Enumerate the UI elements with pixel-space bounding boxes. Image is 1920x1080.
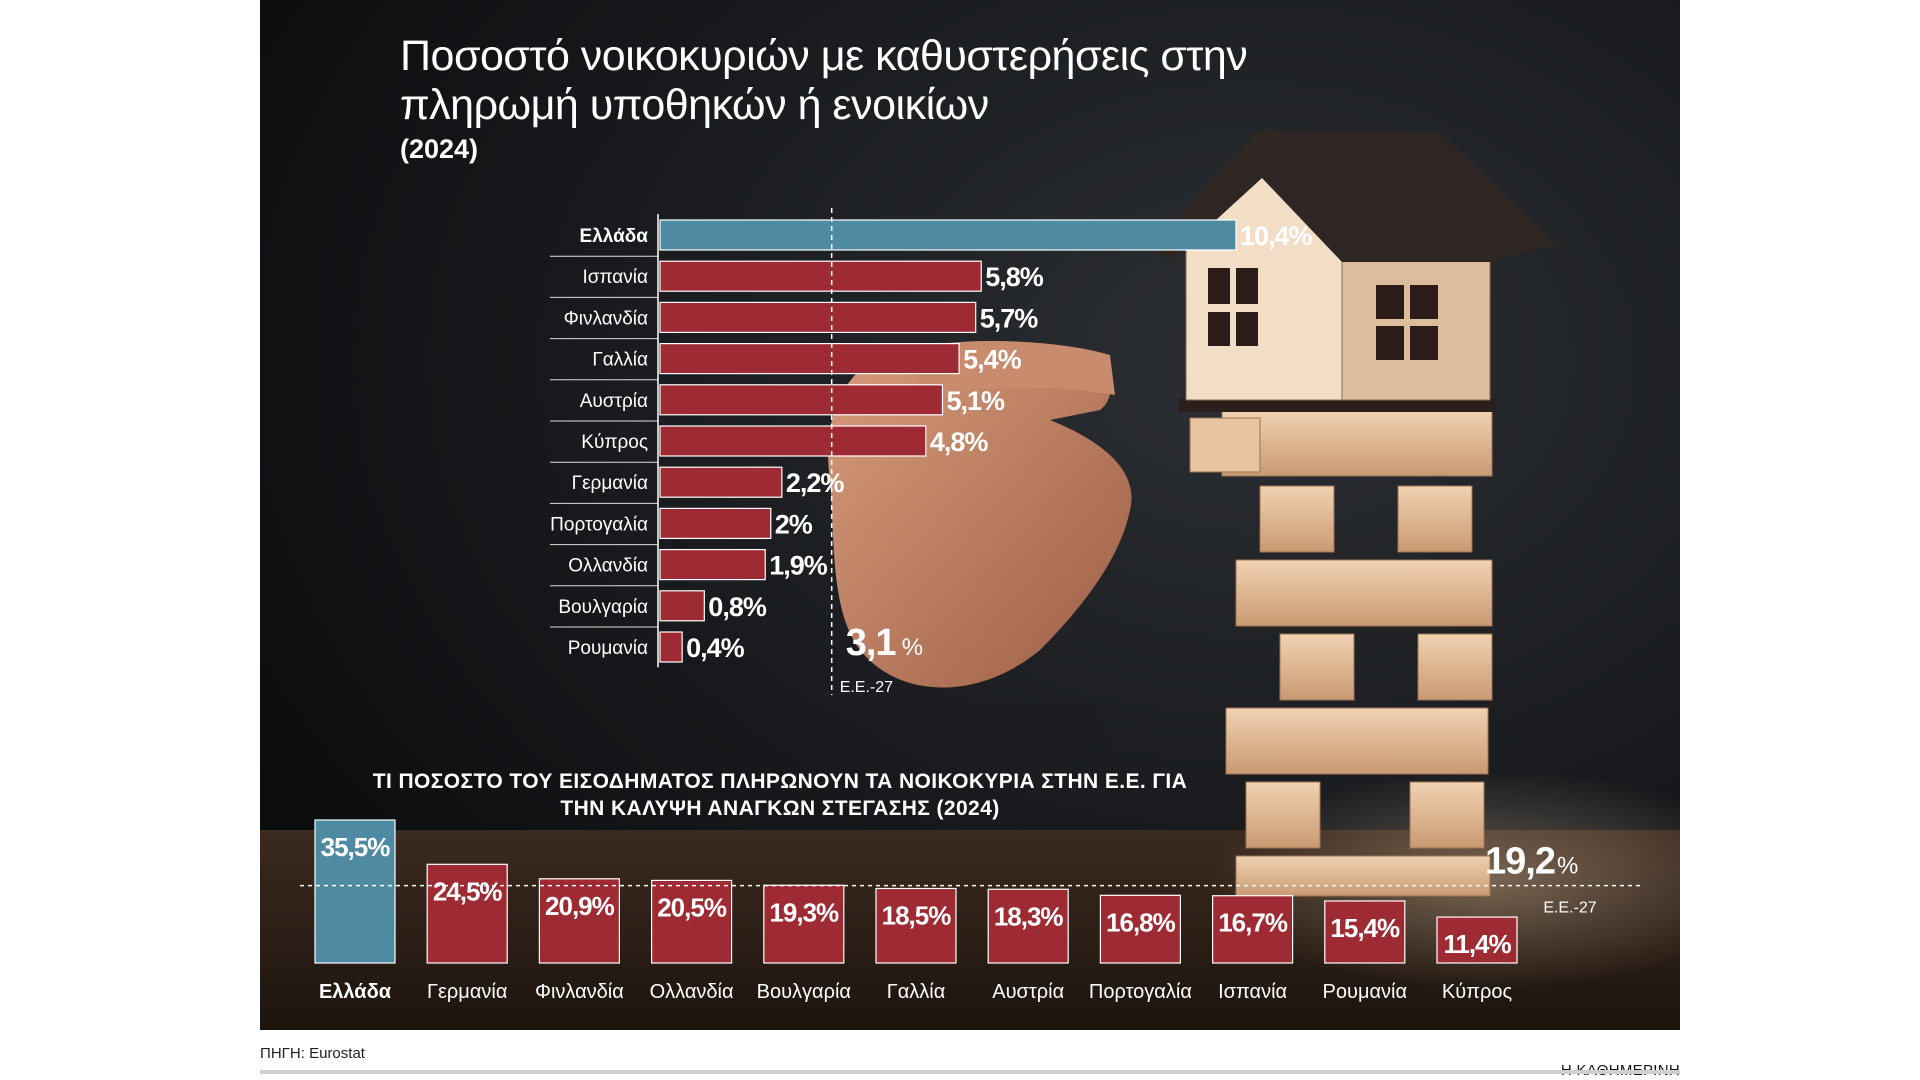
bar [1211,895,1294,964]
value-label: 10,4% [1240,221,1313,251]
value-label: 18,3% [994,901,1064,931]
category-label: Κύπρος [1442,981,1513,1003]
value-label: 15,4% [1330,913,1400,943]
reference-label: Ε.Ε.-27 [840,679,893,696]
category-label: Ισπανία [582,267,648,288]
chart-year: (2024) [400,134,479,164]
bar-charts: Ελλάδα 10,4% Ισπανία 5,8% Φινλανδία 5,7% Γαλλί… [300,208,1642,1003]
housing-cost-subtitle: ΤΙ ΠΟΣΟΣΤΟ ΤΟΥ ΕΙΣΟΔΗΜΑΤΟΣ ΠΛΗΡΩΝΟΥΝ ΤΑ … [372,770,1188,820]
reference-unit: % [902,634,923,661]
wooden-block-tower [1189,409,1493,897]
bar [659,425,927,457]
value-label: 1,9% [769,551,828,581]
bar [1099,894,1182,964]
bar [659,343,960,375]
bar [659,260,982,292]
value-label: 5,1% [946,386,1005,416]
bar [1324,900,1406,964]
bar [314,819,396,964]
bar [659,507,772,539]
value-label: 2% [775,509,813,539]
category-label: Βουλγαρία [558,597,648,618]
category-label: Ελλάδα [319,981,392,1003]
value-label: 5,7% [980,303,1039,333]
value-label: 5,8% [985,262,1044,292]
category-label: Αυστρία [580,391,648,412]
bar [659,219,1237,251]
category-label: Γερμανία [427,981,507,1003]
reference-value: 19,2 [1485,841,1555,883]
category-label: Γαλλία [887,981,946,1003]
value-label: 2,2% [786,468,845,498]
category-label: Φινλανδία [564,308,648,329]
bar [426,863,508,964]
chart-title: Ποσοστό νοικοκυριών με καθυστερήσεις στη… [400,32,1248,129]
reference-value: 3,1 [846,622,897,664]
category-label: Κύπρος [581,432,648,453]
category-label: Πορτογαλία [550,514,648,535]
bar [659,384,944,416]
category-label: Ολλανδία [650,981,734,1003]
bar [659,548,766,581]
category-label: Αυστρία [992,981,1064,1003]
bottom-rule [260,1070,1680,1074]
category-label: Γερμανία [572,473,648,494]
value-label: 19,3% [769,897,839,927]
bar [659,590,705,622]
category-label: Βουλγαρία [757,981,851,1003]
category-label: Φινλανδία [535,981,624,1003]
value-label: 11,4% [1443,929,1511,959]
bar [875,887,957,964]
bar [651,879,733,964]
value-label: 24,5% [433,876,503,906]
category-label: Ολλανδία [568,556,648,577]
value-label: 16,8% [1106,907,1176,937]
value-label: 35,5% [321,832,391,862]
category-label: Γαλλία [592,350,648,371]
value-label: 20,5% [657,892,727,922]
category-label: Ελλάδα [580,226,649,247]
category-label: Ισπανία [1218,981,1287,1003]
category-label: Ρουμανία [1323,981,1408,1003]
value-label: 18,5% [882,900,952,930]
bar [659,301,977,333]
bar [659,466,783,498]
reference-label: Ε.Ε.-27 [1543,900,1596,917]
bar [659,631,683,663]
bar [538,878,620,964]
house-model [1150,130,1556,412]
value-label: 4,8% [930,427,989,457]
bar [763,884,845,964]
reference-unit: % [1557,853,1578,880]
value-label: 5,4% [963,345,1022,375]
category-label: Ρουμανία [568,638,648,659]
value-label: 0,8% [708,592,767,622]
bar [987,888,1069,964]
chart-panel: Ποσοστό νοικοκυριών με καθυστερήσεις στη… [260,0,1680,1030]
category-label: Πορτογαλία [1089,981,1192,1003]
source-note: ΠΗΓΗ: Eurostat [260,1045,365,1062]
bar [1436,916,1518,964]
value-label: 16,7% [1218,908,1288,938]
value-label: 0,4% [686,633,745,663]
value-label: 20,9% [545,891,615,921]
